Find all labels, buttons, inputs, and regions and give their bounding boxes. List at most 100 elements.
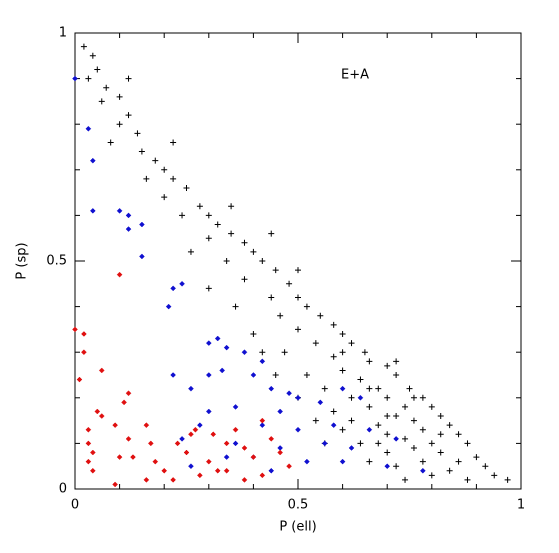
point: [268, 385, 275, 392]
point: [116, 121, 123, 128]
point: [286, 280, 293, 287]
point: [464, 440, 471, 447]
point: [116, 207, 123, 214]
point: [116, 271, 123, 278]
point: [152, 458, 159, 465]
point: [259, 349, 266, 356]
point: [125, 390, 132, 397]
point: [286, 390, 292, 397]
point: [89, 157, 96, 164]
point: [277, 312, 284, 319]
point: [250, 454, 257, 460]
point: [241, 445, 248, 451]
point: [402, 403, 409, 410]
point: [241, 276, 248, 283]
point: [455, 458, 462, 465]
point: [295, 394, 301, 401]
point: [94, 408, 101, 415]
point: [125, 226, 132, 232]
point: [277, 408, 284, 415]
plot-frame: [74, 32, 522, 490]
point: [112, 422, 118, 429]
x-tick-label: 1: [517, 498, 525, 513]
point: [410, 417, 417, 424]
point: [170, 175, 177, 182]
point: [295, 294, 301, 301]
point: [161, 194, 168, 201]
point: [312, 340, 319, 347]
point: [85, 75, 92, 82]
point: [446, 467, 453, 474]
point: [504, 476, 511, 483]
point: [214, 221, 221, 228]
point: [268, 230, 275, 237]
point: [121, 399, 127, 406]
point: [281, 349, 288, 356]
point: [232, 404, 239, 410]
point: [174, 440, 181, 447]
point: [205, 285, 212, 292]
point: [130, 454, 136, 460]
point: [366, 426, 373, 433]
point: [384, 449, 391, 456]
point: [80, 43, 87, 50]
point: [330, 422, 337, 429]
point: [406, 385, 413, 392]
point: [464, 476, 471, 483]
point: [183, 449, 190, 456]
point: [357, 394, 364, 401]
point: [81, 331, 87, 337]
point: [161, 166, 168, 173]
point: [232, 426, 239, 433]
point: [446, 422, 453, 429]
point: [339, 385, 346, 392]
point: [339, 367, 346, 374]
point: [357, 376, 364, 383]
point: [410, 394, 417, 401]
point: [161, 467, 168, 474]
point: [419, 394, 426, 401]
point: [330, 408, 337, 415]
point: [317, 399, 324, 406]
point: [228, 230, 235, 237]
point: [205, 340, 212, 346]
point: [241, 477, 248, 483]
point: [170, 285, 176, 292]
point: [286, 463, 292, 470]
point: [250, 372, 257, 378]
point: [419, 426, 426, 433]
point: [428, 440, 435, 447]
point: [183, 185, 190, 192]
point: [232, 440, 239, 447]
point: [139, 221, 145, 228]
point: [89, 52, 96, 59]
point: [85, 426, 92, 433]
point: [437, 449, 444, 456]
point: [125, 435, 132, 442]
point: [375, 385, 382, 392]
point: [165, 303, 172, 310]
point: [303, 303, 310, 310]
point: [330, 353, 337, 360]
point: [384, 362, 391, 369]
point: [482, 463, 489, 470]
point: [223, 344, 230, 351]
point: [116, 93, 123, 100]
point: [223, 440, 230, 447]
point: [170, 139, 177, 146]
point: [241, 239, 248, 246]
point: [361, 349, 368, 356]
point: [366, 458, 373, 465]
point: [187, 248, 194, 255]
point: [437, 431, 444, 438]
point: [348, 340, 355, 347]
point: [205, 212, 212, 219]
point: [196, 203, 203, 210]
point: [116, 454, 123, 460]
point: [272, 267, 279, 274]
point: [72, 75, 78, 82]
point: [250, 248, 257, 255]
point: [384, 394, 391, 401]
point: [259, 417, 266, 424]
point: [197, 422, 203, 429]
